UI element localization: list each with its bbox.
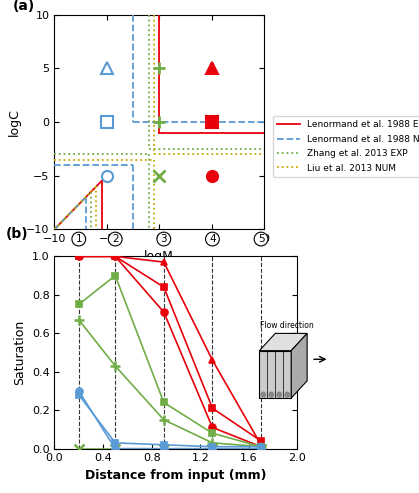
- Text: (b): (b): [6, 227, 28, 241]
- Circle shape: [269, 392, 274, 397]
- Text: 3: 3: [160, 234, 167, 244]
- Text: Flow direction: Flow direction: [260, 321, 314, 330]
- Text: 1: 1: [75, 234, 82, 244]
- Circle shape: [277, 392, 282, 397]
- Text: 4: 4: [209, 234, 216, 244]
- Text: 5: 5: [258, 234, 264, 244]
- Text: (a): (a): [13, 0, 35, 13]
- Circle shape: [261, 392, 266, 397]
- Circle shape: [285, 392, 290, 397]
- Y-axis label: Saturation: Saturation: [13, 320, 26, 385]
- Polygon shape: [259, 351, 291, 398]
- Legend: Lenormand et al. 1988 EXP, Lenormand et al. 1988 NUM, Zhang et al. 2013 EXP, Liu: Lenormand et al. 1988 EXP, Lenormand et …: [273, 116, 419, 177]
- Y-axis label: logC: logC: [8, 108, 21, 136]
- Polygon shape: [259, 333, 307, 351]
- Text: 2: 2: [112, 234, 119, 244]
- X-axis label: Distance from input (mm): Distance from input (mm): [85, 469, 267, 482]
- Polygon shape: [291, 333, 307, 398]
- X-axis label: logM: logM: [144, 249, 174, 263]
